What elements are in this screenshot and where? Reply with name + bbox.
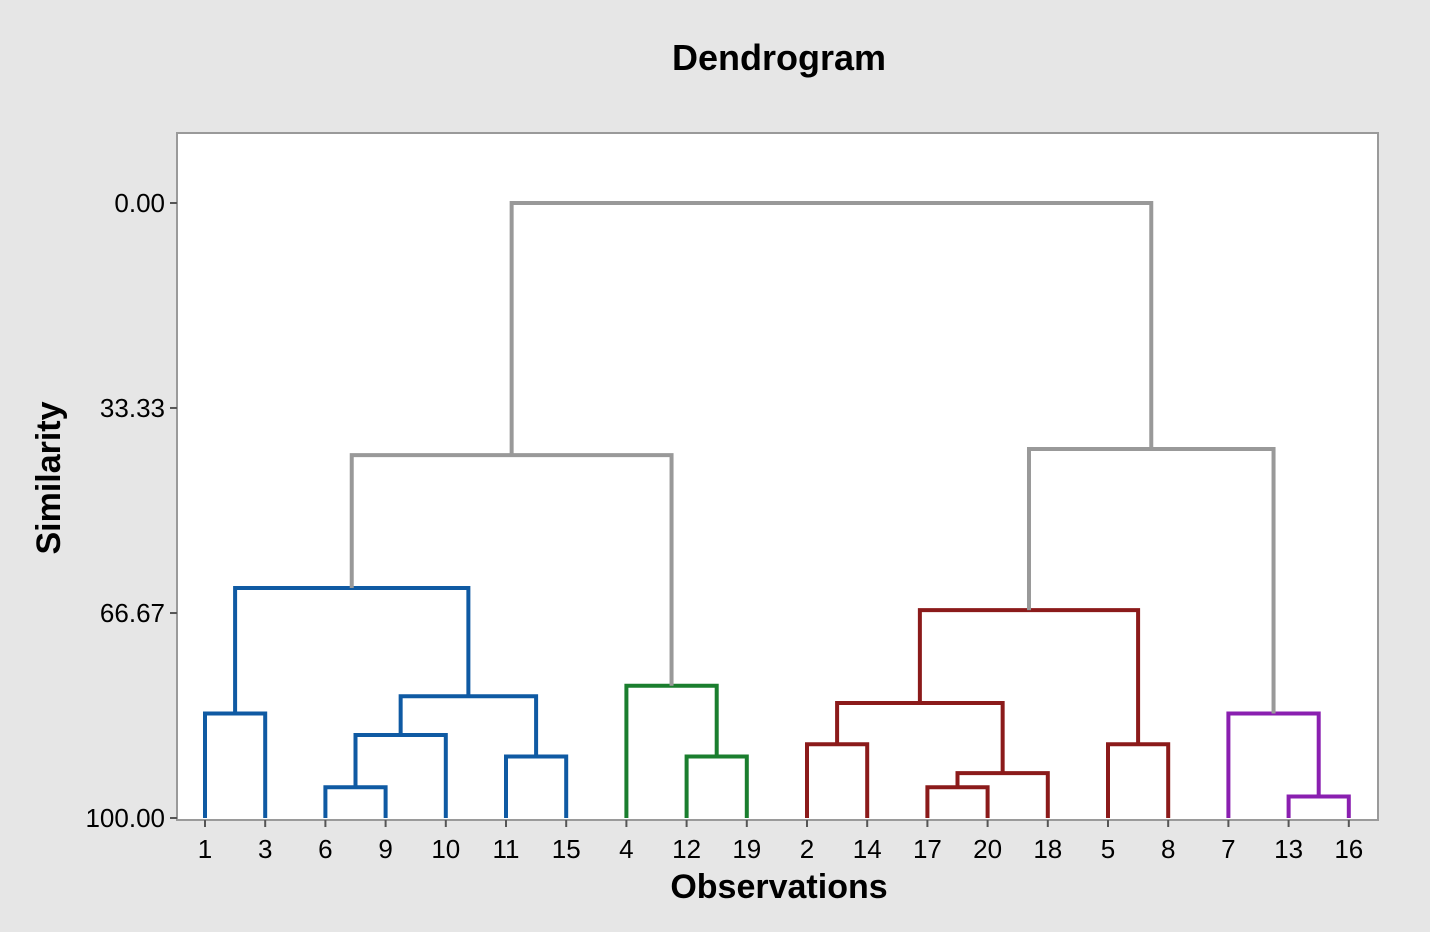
leaf-label-4: 4 xyxy=(619,834,633,864)
leaf-label-18: 18 xyxy=(1033,834,1062,864)
leaf-label-2: 2 xyxy=(800,834,814,864)
leaf-label-9: 9 xyxy=(378,834,392,864)
x-axis: 1 3 6 9 10 11 15 4 12 19 2 14 17 20 18 5 8 7 13 16 xyxy=(198,820,1363,864)
leaf-label-17: 17 xyxy=(913,834,942,864)
leaf-label-12: 12 xyxy=(672,834,701,864)
y-axis-label: Similarity xyxy=(30,401,68,554)
leaf-label-13: 13 xyxy=(1274,834,1303,864)
leaf-label-1: 1 xyxy=(198,834,212,864)
leaf-label-15: 15 xyxy=(552,834,581,864)
leaf-label-7: 7 xyxy=(1221,834,1235,864)
leaf-label-8: 8 xyxy=(1161,834,1175,864)
dendrogram-links xyxy=(203,201,1351,818)
leaf-label-14: 14 xyxy=(853,834,882,864)
y-tick-label: 33.33 xyxy=(100,393,165,423)
y-tick-label: 100.00 xyxy=(85,803,165,833)
leaf-label-20: 20 xyxy=(973,834,1002,864)
x-axis-label: Observations xyxy=(670,868,887,906)
leaf-label-6: 6 xyxy=(318,834,332,864)
plot-area xyxy=(176,132,1379,821)
y-tick-label: 0.00 xyxy=(114,188,165,218)
leaf-label-5: 5 xyxy=(1101,834,1115,864)
leaf-label-11: 11 xyxy=(493,834,520,864)
chart-title: Dendrogram xyxy=(672,37,886,78)
leaf-label-16: 16 xyxy=(1334,834,1363,864)
y-axis: 0.00 33.33 66.67 100.00 xyxy=(85,188,177,833)
y-tick-label: 66.67 xyxy=(100,598,165,628)
leaf-label-3: 3 xyxy=(258,834,272,864)
leaf-label-10: 10 xyxy=(431,834,460,864)
cluster-link-m19 xyxy=(509,201,1154,456)
leaf-label-19: 19 xyxy=(732,834,761,864)
